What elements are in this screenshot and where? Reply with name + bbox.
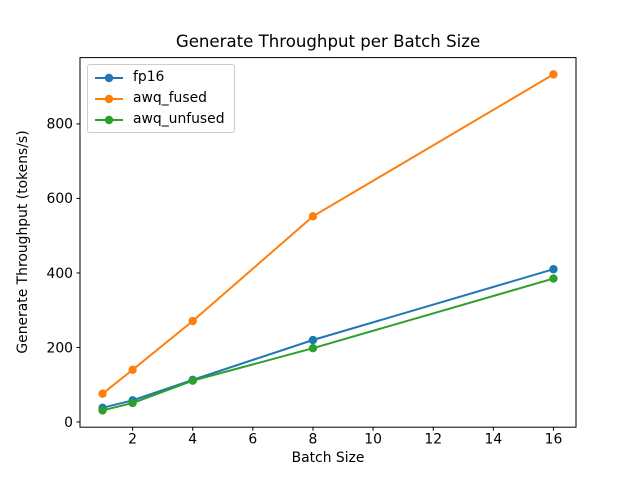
legend-item-fp16: fp16 xyxy=(95,70,225,85)
data-point-awq_unfused-8 xyxy=(308,344,318,353)
y-tick-label: 400 xyxy=(46,266,73,282)
data-point-awq_unfused-2 xyxy=(128,398,137,408)
x-tick-label: 6 xyxy=(248,432,257,448)
data-point-awq_fused-8 xyxy=(308,212,318,221)
legend-label-fp16: fp16 xyxy=(133,69,165,85)
y-tick-label: 200 xyxy=(46,340,73,356)
data-point-awq_unfused-4 xyxy=(188,376,197,385)
y-tick-label: 600 xyxy=(46,191,73,207)
y-tick-label: 0 xyxy=(64,415,73,431)
x-tick-label: 2 xyxy=(128,432,137,448)
legend-item-awq_unfused: awq_unfused xyxy=(95,112,225,127)
x-tick-label: 16 xyxy=(545,432,563,448)
legend-line-marker-awq_unfused xyxy=(95,115,123,124)
x-tick-label: 14 xyxy=(484,432,502,448)
data-point-awq_unfused-1 xyxy=(98,406,107,415)
data-point-awq_unfused-16 xyxy=(549,274,558,283)
legend-line-marker-awq_fused xyxy=(95,94,123,103)
data-point-awq_fused-1 xyxy=(98,389,107,398)
y-axis-label: Generate Throughput (tokens/s) xyxy=(15,130,31,354)
legend: fp16 awq_fused awq_unfused xyxy=(87,64,235,133)
x-tick-label: 10 xyxy=(364,432,382,448)
x-tick-label: 4 xyxy=(188,432,197,448)
data-point-awq_fused-16 xyxy=(549,70,558,79)
legend-item-awq_fused: awq_fused xyxy=(95,91,225,106)
data-point-fp16-16 xyxy=(549,265,558,274)
x-tick-label: 12 xyxy=(424,432,442,448)
x-axis-label: Batch Size xyxy=(291,450,365,466)
chart-title: Generate Throughput per Batch Size xyxy=(175,32,481,51)
data-point-awq_fused-4 xyxy=(188,316,197,326)
x-tick-label: 8 xyxy=(309,432,318,448)
legend-label-awq_fused: awq_fused xyxy=(133,90,207,106)
legend-label-awq_unfused: awq_unfused xyxy=(133,111,225,127)
y-tick-label: 800 xyxy=(46,117,73,133)
axes-spines xyxy=(79,57,577,428)
legend-line-marker-fp16 xyxy=(95,73,123,82)
series-line-awq_unfused xyxy=(102,277,554,412)
data-point-fp16-8 xyxy=(308,335,318,345)
data-point-awq_fused-2 xyxy=(128,365,137,375)
